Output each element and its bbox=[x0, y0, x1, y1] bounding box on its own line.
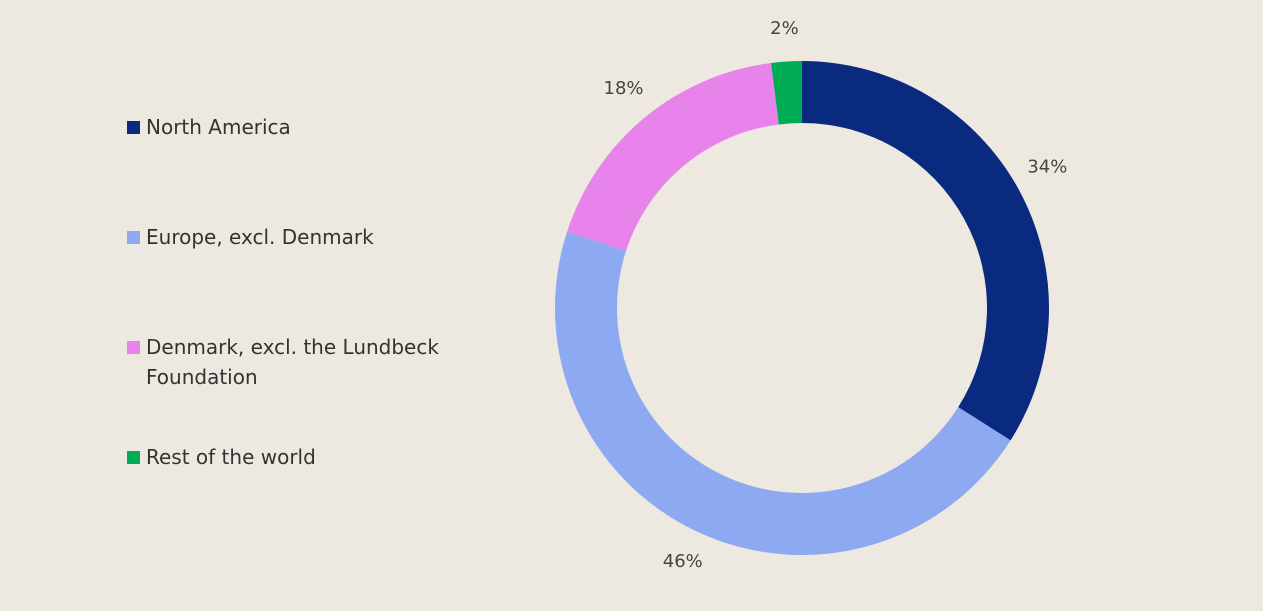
legend-label: North America bbox=[146, 115, 291, 139]
legend-label: Denmark, excl. the Lundbeck Foundation bbox=[146, 335, 439, 389]
legend-label: Europe, excl. Denmark bbox=[146, 225, 374, 249]
value-label-denmark: 18% bbox=[604, 78, 644, 99]
donut-slice-rest-of-world bbox=[771, 61, 802, 125]
legend-swatch bbox=[127, 341, 140, 354]
value-label-europe: 46% bbox=[663, 551, 703, 572]
legend-swatch bbox=[127, 121, 140, 134]
donut-slices bbox=[555, 61, 1049, 555]
value-label-rest-of-world: 2% bbox=[770, 18, 799, 39]
donut-slice-europe bbox=[555, 231, 1011, 555]
donut-slice-denmark bbox=[567, 62, 779, 251]
legend-swatch bbox=[127, 231, 140, 244]
value-label-north-america: 34% bbox=[1027, 157, 1067, 178]
donut-slice-north-america bbox=[802, 61, 1049, 441]
legend-label: Rest of the world bbox=[146, 445, 316, 469]
legend-swatch bbox=[127, 451, 140, 464]
donut-value-labels: 34% 46% 18% 2% bbox=[604, 18, 1068, 572]
